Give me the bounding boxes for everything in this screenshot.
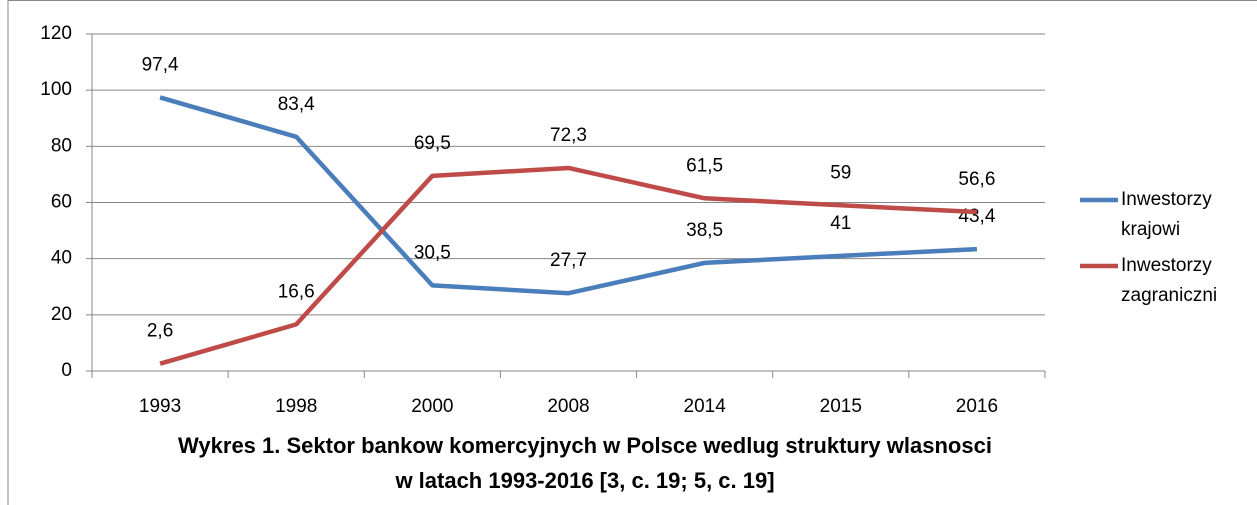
x-tick-label: 1993 bbox=[139, 396, 181, 417]
data-label: 30,5 bbox=[414, 242, 451, 263]
y-tick-label: 80 bbox=[51, 135, 72, 156]
data-label: 41 bbox=[830, 213, 851, 234]
data-label: 2,6 bbox=[147, 321, 173, 342]
chart-title: Wykres 1. Sektor bankow komercyjnych w P… bbox=[178, 433, 992, 493]
data-label: 61,5 bbox=[686, 155, 723, 176]
x-tick-label: 2000 bbox=[411, 396, 453, 417]
data-label: 69,5 bbox=[414, 133, 451, 154]
y-tick-label: 120 bbox=[40, 23, 72, 44]
legend-label: Inwestorzy krajowi bbox=[1121, 189, 1212, 240]
x-tick-label: 2016 bbox=[956, 396, 998, 417]
x-tick-label: 2008 bbox=[547, 396, 589, 417]
data-label: 72,3 bbox=[550, 125, 587, 146]
data-label: 38,5 bbox=[686, 220, 723, 241]
data-label: 56,6 bbox=[958, 169, 995, 190]
legend-label: Inwestorzy zagraniczni bbox=[1121, 255, 1218, 306]
data-label: 59 bbox=[830, 162, 851, 183]
data-label: 97,4 bbox=[142, 54, 179, 75]
x-tick-label: 2015 bbox=[820, 396, 862, 417]
y-tick-label: 0 bbox=[61, 360, 72, 381]
series-line bbox=[159, 165, 978, 366]
data-label: 83,4 bbox=[278, 94, 315, 115]
data-label: 27,7 bbox=[550, 250, 587, 271]
y-tick-label: 40 bbox=[51, 248, 72, 269]
data-label: 16,6 bbox=[278, 281, 315, 302]
y-tick-label: 20 bbox=[51, 304, 72, 325]
y-tick-label: 100 bbox=[40, 79, 72, 100]
x-tick-label: 1998 bbox=[275, 396, 317, 417]
y-tick-label: 60 bbox=[51, 192, 72, 213]
series-line bbox=[159, 95, 978, 296]
x-tick-label: 2014 bbox=[684, 396, 727, 417]
